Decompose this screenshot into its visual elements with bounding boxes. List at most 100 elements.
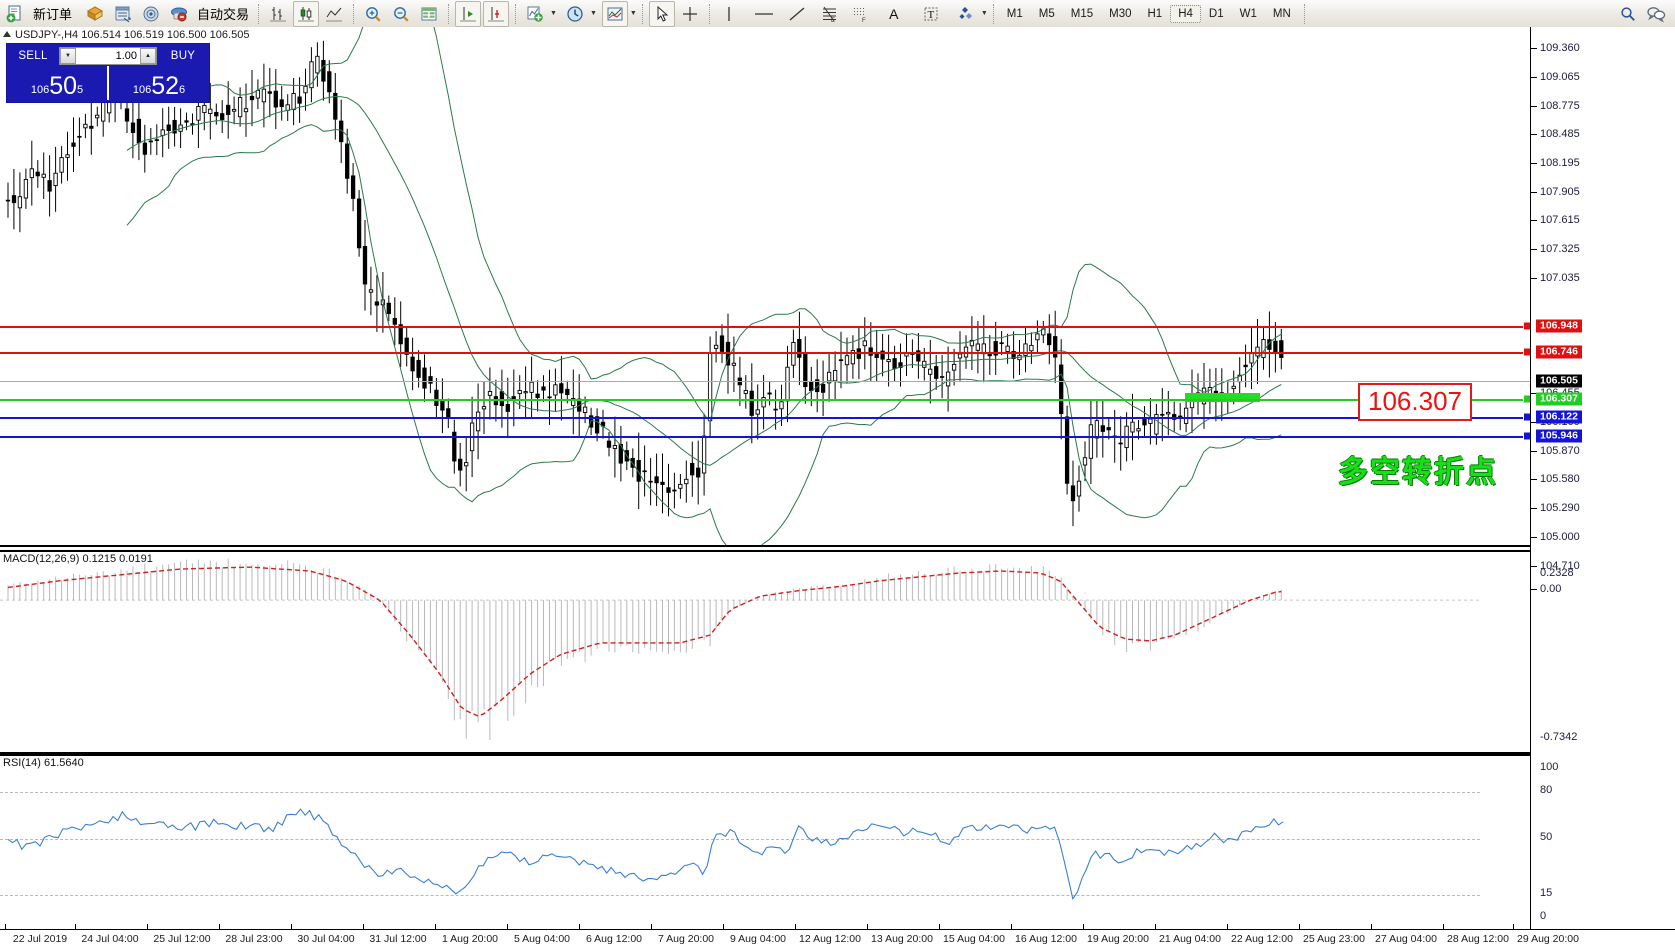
time-axis-separator — [291, 924, 292, 930]
time-axis-label: 31 Jul 12:00 — [369, 933, 427, 945]
level-line-support-2[interactable] — [0, 436, 1530, 438]
periods-icon[interactable] — [562, 1, 588, 27]
time-axis-separator — [579, 924, 580, 930]
rsi-pane[interactable]: RSI(14) 61.5640 — [0, 754, 1530, 933]
macd-plot — [0, 558, 1480, 740]
volume-input[interactable]: 1.00 — [115, 50, 137, 62]
volume-stepper[interactable]: ▼ 1.00 ▲ — [59, 47, 157, 65]
time-axis-label: 12 Aug 12:00 — [799, 933, 861, 945]
period-h4[interactable]: H4 — [1170, 4, 1201, 23]
price-annotation-box[interactable]: 106.307 — [1358, 383, 1472, 421]
svg-text:E: E — [831, 18, 835, 23]
volume-up-icon[interactable]: ▲ — [140, 48, 156, 64]
period-w1[interactable]: W1 — [1239, 7, 1257, 20]
toolbar-separator-6 — [708, 3, 710, 24]
time-axis-separator — [867, 924, 868, 930]
chevron-down-icon[interactable]: ▼ — [550, 10, 557, 17]
scale-tick-label: 105.000 — [1540, 531, 1580, 543]
line-chart-icon[interactable] — [321, 1, 347, 27]
period-d1[interactable]: D1 — [1208, 7, 1224, 20]
chat-icon[interactable] — [1643, 1, 1669, 27]
autotrade-label[interactable]: 自动交易 — [197, 7, 250, 22]
current-price-line — [0, 381, 1530, 382]
toolbar-separator-7 — [992, 3, 994, 24]
one-click-trading-panel[interactable]: SELL ▼ 1.00 ▲ BUY 106 50 5 106 52 6 — [6, 43, 210, 103]
grid-icon[interactable] — [416, 1, 442, 27]
search-icon[interactable] — [1615, 1, 1641, 27]
period-m30[interactable]: M30 — [1109, 7, 1132, 20]
time-axis-separator — [795, 924, 796, 930]
buy-price-sup: 6 — [179, 84, 186, 96]
shapes-icon[interactable] — [953, 1, 979, 27]
time-axis-label: 1 Aug 20:00 — [441, 933, 499, 945]
trendline-icon[interactable] — [784, 1, 810, 27]
navigator-icon[interactable] — [138, 1, 164, 27]
label-icon[interactable]: T — [918, 1, 944, 27]
time-axis-separator — [1227, 924, 1228, 930]
chinese-annotation[interactable]: 多空转折点 — [1338, 456, 1498, 489]
rsi-scale-label: 0 — [1540, 910, 1547, 922]
period-mn[interactable]: MN — [1272, 7, 1291, 20]
new-order-label[interactable]: 新订单 — [33, 7, 73, 22]
time-axis-label: 13 Aug 20:00 — [871, 933, 933, 945]
time-axis-separator — [1155, 924, 1156, 930]
chart-shift-icon[interactable] — [483, 0, 510, 27]
candlestick-chart-icon[interactable] — [293, 0, 320, 27]
sell-price[interactable]: 106 50 5 — [7, 66, 109, 100]
chevron-down-icon-3[interactable]: ▼ — [629, 10, 637, 17]
level-line-resistance-2[interactable] — [0, 352, 1530, 354]
zoom-in-icon[interactable] — [360, 1, 386, 27]
channel-icon[interactable]: F — [848, 1, 874, 27]
zoom-out-icon[interactable] — [388, 1, 414, 27]
level-line-support-1[interactable] — [0, 417, 1530, 419]
macd-pane[interactable]: MACD(12,26,9) 0.1215 0.0191 — [0, 550, 1530, 754]
sell-button[interactable]: SELL — [18, 50, 48, 62]
time-axis-separator — [75, 924, 76, 930]
period-m15[interactable]: M15 — [1070, 7, 1094, 20]
price-pane[interactable]: USDJPY-,H4 106.514 106.519 106.500 106.5… — [0, 27, 1532, 547]
autotrade-icon[interactable] — [166, 1, 192, 27]
scale-level-label-support[interactable]: 106.122 — [1536, 410, 1582, 424]
templates-icon[interactable] — [601, 0, 628, 27]
scale-level-label-support[interactable]: 105.946 — [1536, 429, 1582, 443]
scale-level-label-pivot[interactable]: 106.307 — [1536, 392, 1582, 406]
chart-workspace[interactable]: USDJPY-,H4 106.514 106.519 106.500 106.5… — [0, 27, 1675, 950]
scale-level-label-resistance[interactable]: 106.746 — [1536, 345, 1582, 359]
rsi-title[interactable]: RSI(14) 61.5640 — [3, 757, 84, 769]
buy-price[interactable]: 106 52 6 — [109, 66, 209, 100]
auto-scroll-icon[interactable] — [455, 0, 482, 27]
macd-title[interactable]: MACD(12,26,9) 0.1215 0.0191 — [3, 553, 153, 565]
indicators-icon[interactable] — [522, 1, 548, 27]
collapse-triangle-icon[interactable] — [3, 31, 11, 37]
scale-tick-label: 104.710 — [1540, 560, 1580, 572]
terminal-icon[interactable] — [82, 1, 108, 27]
scale-level-label-resistance[interactable]: 106.948 — [1536, 319, 1582, 333]
cursor-icon[interactable] — [648, 0, 675, 27]
toolbar-separator-8 — [1303, 3, 1305, 24]
level-line-resistance-1[interactable] — [0, 326, 1530, 328]
period-h1[interactable]: H1 — [1147, 7, 1163, 20]
text-icon[interactable]: A — [889, 5, 899, 22]
period-m5[interactable]: M5 — [1038, 7, 1055, 20]
period-m1[interactable]: M1 — [1006, 7, 1023, 20]
svg-text:T: T — [927, 9, 934, 21]
scale-tick — [1531, 508, 1537, 509]
price-scale[interactable]: 109.360 109.065 108.775 108.485 108.195 107.9… — [1530, 27, 1675, 929]
data-window-icon[interactable] — [110, 1, 136, 27]
time-axis-separator — [723, 924, 724, 930]
volume-down-icon[interactable]: ▼ — [60, 48, 76, 64]
fibo-icon[interactable]: E — [817, 1, 843, 27]
buy-price-int: 106 — [132, 84, 152, 96]
buy-button[interactable]: BUY — [170, 50, 196, 62]
level-line-pivot[interactable] — [0, 399, 1530, 401]
time-axis-label: 5 Aug 04:00 — [513, 933, 571, 945]
chevron-down-icon-2[interactable]: ▼ — [589, 10, 597, 17]
scale-tick — [1531, 422, 1537, 423]
scale-tick-label: 109.065 — [1540, 71, 1580, 83]
vline-icon[interactable] — [716, 1, 742, 27]
new-order-icon[interactable] — [2, 1, 28, 27]
bar-chart-icon[interactable] — [265, 1, 291, 27]
hline-icon[interactable] — [751, 1, 777, 27]
chevron-down-icon-4[interactable]: ▼ — [980, 10, 988, 17]
crosshair-icon[interactable] — [677, 1, 703, 27]
